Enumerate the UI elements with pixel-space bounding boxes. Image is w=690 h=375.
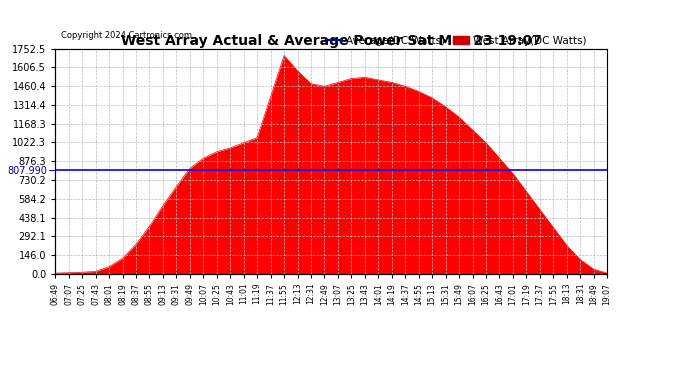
Legend: Average(DC Watts), West Array(DC Watts): Average(DC Watts), West Array(DC Watts) [322, 32, 591, 50]
Text: Copyright 2024 Cartronics.com: Copyright 2024 Cartronics.com [61, 31, 192, 40]
Title: West Array Actual & Average Power Sat Mar 23 19:07: West Array Actual & Average Power Sat Ma… [121, 34, 542, 48]
